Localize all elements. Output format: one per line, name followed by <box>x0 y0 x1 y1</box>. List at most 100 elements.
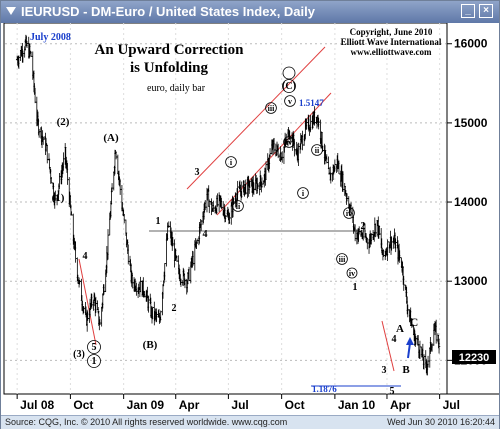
wave-label-text: iii <box>268 104 275 113</box>
wave-label-text: (C) <box>282 81 296 92</box>
x-axis: Jul 08 Oct Jan 09 Apr Jul Oct Jan 10 Apr Jul <box>16 394 460 412</box>
wave-label: iii <box>336 253 348 265</box>
chart-subtitle: euro, daily bar <box>147 83 206 94</box>
wave-label: iv <box>343 207 355 219</box>
x-tick-label: Jul <box>443 398 460 412</box>
wave-label-text: iv <box>349 269 355 278</box>
wave-label-text: (1) <box>52 192 65 204</box>
wave-label: 3 <box>382 365 387 376</box>
wave-label-text: (A) <box>103 132 119 144</box>
wave-label: A <box>396 323 404 335</box>
wave-label-text: (3) <box>73 349 85 360</box>
wave4-red-line-2010 <box>381 320 395 372</box>
top-date-label: July 2008 <box>30 32 71 43</box>
x-tick-label: Jul 08 <box>20 398 54 412</box>
wave-label: 4 <box>203 229 208 240</box>
wave-label-text: 1 <box>353 282 358 293</box>
footer-timestamp: Wed Jun 30 2010 16:20:44 <box>387 417 495 427</box>
wave-label-text: i <box>302 189 305 198</box>
y-tick-label: 16000 <box>454 37 488 51</box>
wave-label: 1 <box>156 216 161 227</box>
wave-label: 5 <box>87 340 101 354</box>
y-tick-label: 14000 <box>454 195 488 209</box>
channel-upper-line <box>186 46 326 190</box>
copyright-line-3: www.elliottwave.com <box>351 47 432 57</box>
price-grid <box>5 23 446 394</box>
y-tick-label: 13000 <box>454 274 488 288</box>
wave-label: 4 <box>392 334 397 345</box>
x-tick-label: Jul <box>231 398 248 412</box>
wave-label-text: iv <box>346 209 352 218</box>
x-tick-label: Oct <box>285 398 305 412</box>
wave-label: C <box>410 315 419 329</box>
wave-label-text: 5 <box>92 342 97 353</box>
last-price-box <box>452 350 496 364</box>
wave-label: B <box>402 364 410 376</box>
x-tick-label: Jan 10 <box>338 398 376 412</box>
wave-label-text: 1 <box>92 356 97 367</box>
wave-label: (1) <box>52 192 65 204</box>
wave-label-text: ii <box>315 146 320 155</box>
wave-label: iii <box>265 102 277 114</box>
wave-label-text: iv <box>286 138 292 147</box>
wave-label-text: 1 <box>156 216 161 227</box>
wave-label: 3 <box>195 167 200 178</box>
title-bar: IEURUSD - DM-Euro / United States Index,… <box>1 1 499 24</box>
low-price-label: 1.1876 <box>312 384 337 394</box>
price-bar <box>437 338 441 354</box>
pointer-arrowhead-icon <box>406 337 414 345</box>
wave-label: (2) <box>57 116 70 128</box>
wave-label-text: i <box>230 158 233 167</box>
wave-label-text: 5 <box>390 386 395 397</box>
wave-label: ii <box>232 200 244 212</box>
wave-label-text: v <box>288 97 292 106</box>
wave-label-text: 2 <box>172 303 177 314</box>
plot-area <box>3 23 448 395</box>
x-tick-label: Oct <box>73 398 93 412</box>
wave-labels: (2)(1)4(3)51(A)(B)1234iiiiiiivv2(C)iviii… <box>52 66 419 397</box>
wave-label: i <box>225 156 237 168</box>
footer-source: Source: CQG, Inc. © 2010 All rights rese… <box>5 417 288 427</box>
x-tick-label: Apr <box>179 398 200 412</box>
ohlc-bars <box>15 34 441 376</box>
wave-label: iv <box>346 267 358 279</box>
wave-label: 2 <box>361 221 366 232</box>
wave-label-text: 3 <box>195 167 200 178</box>
x-tick-label: Jan 09 <box>127 398 165 412</box>
pointer-arrow-icon <box>407 342 411 359</box>
copyright-line-2: Elliott Wave International <box>341 37 442 47</box>
x-tick-label: Apr <box>390 398 411 412</box>
wave-label-text: A <box>396 323 404 335</box>
wave-label: 5 <box>390 386 395 397</box>
wave-label: (C) <box>282 66 296 93</box>
wave-label-text: 2 <box>361 221 366 232</box>
wave-label-text: 3 <box>382 365 387 376</box>
wave-label: 1 <box>87 354 101 368</box>
copyright-line-1: Copyright, June 2010 <box>350 27 433 37</box>
wave-label: iv <box>283 136 295 148</box>
wave-label-text: ii <box>236 202 241 211</box>
wave-label: 2 <box>172 303 177 314</box>
collapse-arrow-icon[interactable] <box>5 4 17 18</box>
y-axis-panel <box>447 23 499 394</box>
wave-label: ii <box>311 144 323 156</box>
wave-label-text: (2) <box>57 116 70 128</box>
wave-label-text: iii <box>339 255 346 264</box>
headline-line-2: is Unfolding <box>130 60 208 76</box>
minimize-icon[interactable]: _ <box>461 4 475 18</box>
last-price-label: 12230 <box>459 352 490 364</box>
window-title: IEURUSD - DM-Euro / United States Index,… <box>21 4 315 19</box>
close-icon[interactable]: × <box>479 4 493 18</box>
wave-label-text: 4 <box>392 334 397 345</box>
wave-label-text: C <box>410 315 419 329</box>
wave-label-text: 4 <box>83 251 88 262</box>
y-tick-label: 15000 <box>454 116 488 130</box>
wave-label-text: B <box>402 364 410 376</box>
wave-label-text: 4 <box>203 229 208 240</box>
wave-label: 1 <box>353 282 358 293</box>
high-price-label: 1.5147 <box>299 98 324 108</box>
wave-label: (A) <box>103 132 119 144</box>
wave-label-text: (B) <box>143 339 158 351</box>
